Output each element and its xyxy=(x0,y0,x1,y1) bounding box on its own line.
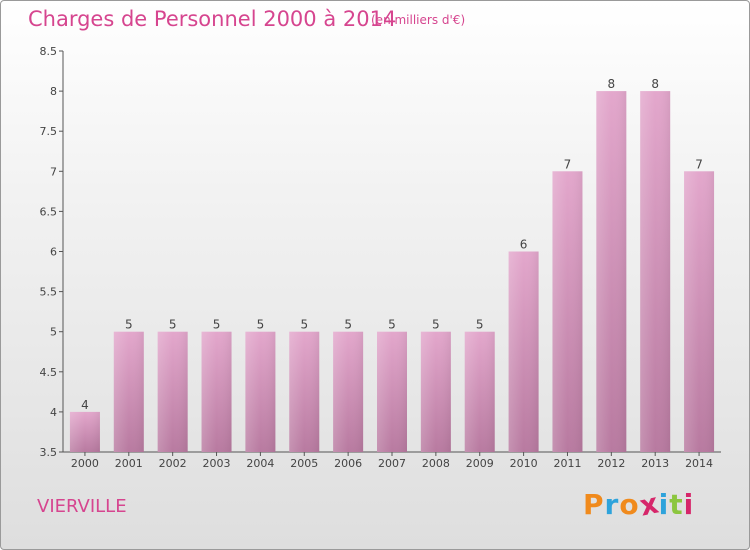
bar-sheen-2007 xyxy=(377,331,407,452)
y-tick-label: 8 xyxy=(50,85,57,98)
bar-sheen-2011 xyxy=(552,171,583,453)
proxiti-logo: Proxiti xyxy=(583,486,695,522)
logo-letter: o xyxy=(619,488,640,521)
data-label: 5 xyxy=(388,318,396,332)
y-tick-label: 7.5 xyxy=(40,125,58,138)
logo-letter: P xyxy=(583,488,605,521)
bar-sheen-2002 xyxy=(157,331,188,452)
x-tick-label: 2000 xyxy=(71,457,99,470)
commune-name: VIERVILLE xyxy=(37,496,127,517)
data-label: 4 xyxy=(81,398,89,412)
y-tick-label: 4 xyxy=(50,406,57,419)
data-label: 8 xyxy=(651,77,659,91)
data-label: 6 xyxy=(520,238,528,252)
chart-title: Charges de Personnel 2000 à 2014 xyxy=(28,7,397,31)
logo-letter: i xyxy=(683,488,695,521)
y-tick-label: 4.5 xyxy=(40,366,58,379)
x-tick-label: 2004 xyxy=(246,457,274,470)
data-label: 8 xyxy=(608,77,616,91)
y-tick-label: 3.5 xyxy=(40,446,58,459)
y-tick-label: 5 xyxy=(50,326,57,339)
logo-letter: t xyxy=(669,488,684,521)
y-tick-label: 6.5 xyxy=(40,205,58,218)
logo-letter: r xyxy=(604,488,620,521)
bar-sheen-2009 xyxy=(464,331,495,452)
data-label: 5 xyxy=(344,318,352,332)
data-label: 5 xyxy=(432,318,440,332)
x-tick-label: 2003 xyxy=(203,457,231,470)
x-tick-label: 2011 xyxy=(553,457,581,470)
bar-sheen-2004 xyxy=(245,331,276,452)
x-tick-label: 2001 xyxy=(115,457,143,470)
y-tick-label: 5.5 xyxy=(40,286,58,299)
logo-letter: i xyxy=(658,488,670,521)
bar-sheen-2014 xyxy=(684,171,715,453)
data-label: 5 xyxy=(125,318,133,332)
x-tick-label: 2013 xyxy=(641,457,669,470)
data-label: 7 xyxy=(695,157,703,171)
x-tick-label: 2007 xyxy=(378,457,406,470)
x-tick-label: 2008 xyxy=(422,457,450,470)
y-tick-label: 7 xyxy=(50,165,57,178)
chart-subtitle: (en milliers d'€) xyxy=(371,13,466,27)
x-tick-label: 2006 xyxy=(334,457,362,470)
bar-sheen-2010 xyxy=(508,251,539,452)
bar-sheen-2001 xyxy=(113,331,144,452)
y-tick-label: 6 xyxy=(50,246,57,259)
x-tick-label: 2012 xyxy=(597,457,625,470)
x-tick-label: 2005 xyxy=(290,457,318,470)
data-label: 5 xyxy=(300,318,308,332)
data-label: 5 xyxy=(476,318,484,332)
bar-sheen-2005 xyxy=(289,331,320,452)
data-label: 7 xyxy=(564,157,572,171)
y-tick-label: 8.5 xyxy=(40,45,58,58)
x-tick-label: 2009 xyxy=(466,457,494,470)
x-tick-label: 2014 xyxy=(685,457,713,470)
bar-sheen-2012 xyxy=(596,91,627,452)
data-label: 5 xyxy=(257,318,265,332)
data-label: 5 xyxy=(213,318,221,332)
x-tick-label: 2002 xyxy=(159,457,187,470)
bar-sheen-2006 xyxy=(333,331,364,452)
data-label: 5 xyxy=(169,318,177,332)
bar-sheen-2013 xyxy=(640,91,671,452)
bar-sheen-2003 xyxy=(201,331,232,452)
bar-sheen-2008 xyxy=(420,331,451,452)
bar-sheen-2000 xyxy=(69,411,100,452)
x-tick-label: 2010 xyxy=(510,457,538,470)
